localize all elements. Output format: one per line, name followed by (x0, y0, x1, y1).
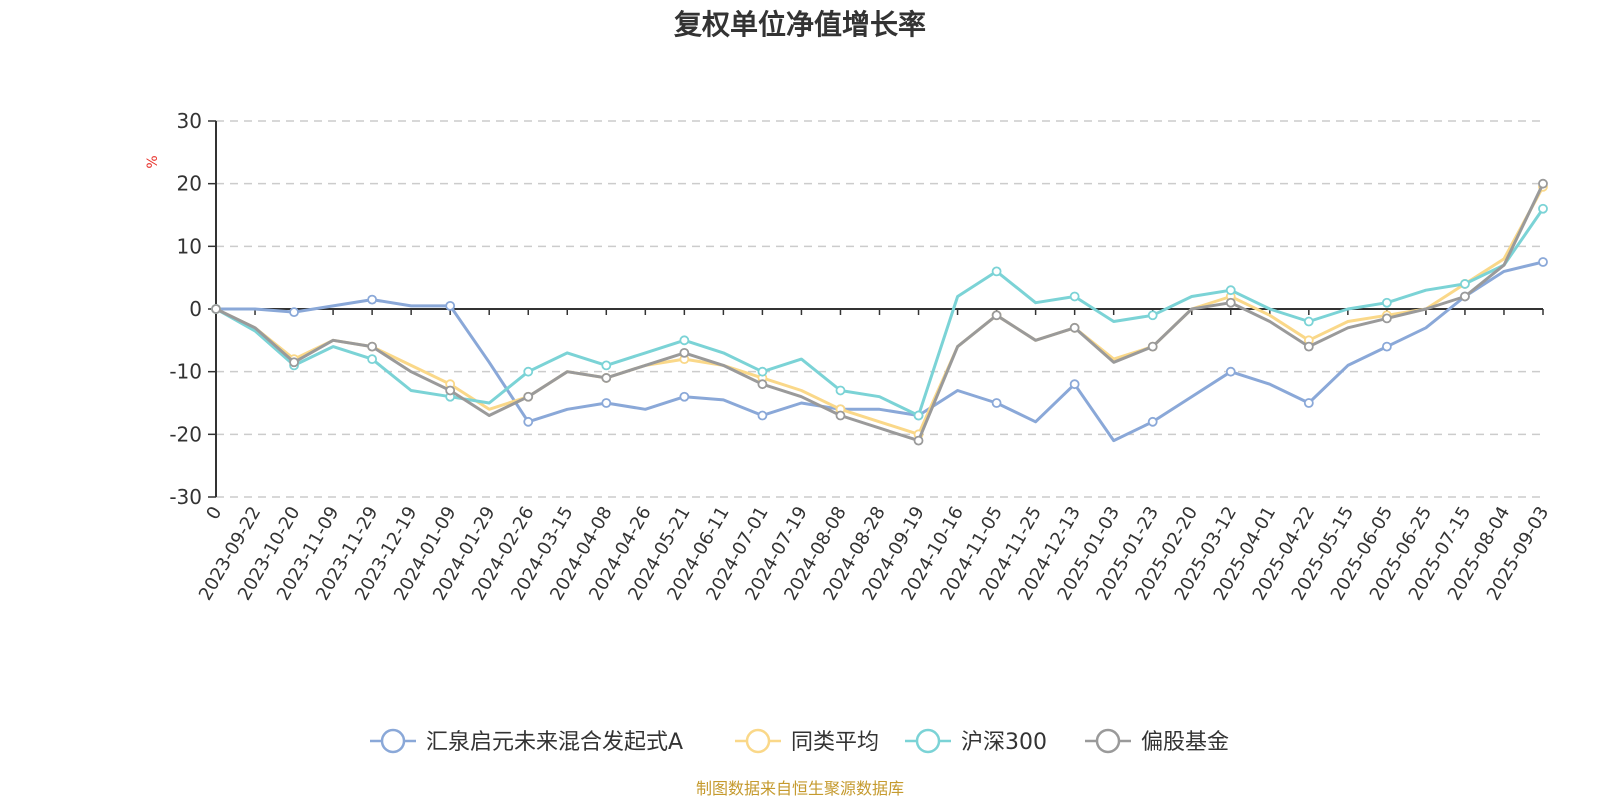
data-point (1147, 310, 1158, 321)
y-tick-label: -30 (169, 485, 202, 509)
series-line (215, 207, 1545, 417)
legend-marker (380, 728, 406, 754)
data-point (1147, 416, 1158, 427)
data-point (913, 410, 924, 421)
data-point (757, 410, 768, 421)
data-point (835, 385, 846, 396)
legend-item[interactable]: 汇泉启元未来混合发起式A (370, 728, 683, 755)
data-point (1147, 341, 1158, 352)
axes (208, 120, 1544, 498)
y-tick-labels: -30 -20 -10 0 10 20 30 (169, 109, 202, 509)
data-point (1303, 398, 1314, 408)
series-line (216, 260, 1544, 443)
data-point (679, 347, 690, 358)
data-point (1538, 203, 1548, 214)
data-point (601, 360, 612, 371)
data-point (445, 385, 456, 396)
data-point (367, 354, 378, 365)
legend-marker (745, 728, 771, 754)
legend-label: 沪深300 (961, 730, 1047, 755)
data-point (1069, 291, 1080, 302)
data-point (679, 391, 690, 402)
data-point (1303, 341, 1314, 352)
data-point (601, 398, 612, 408)
series-2 (211, 203, 1548, 421)
legend-marker (1095, 728, 1121, 754)
y-tick-label: 10 (177, 234, 202, 258)
data-point (289, 357, 299, 368)
data-point (601, 373, 612, 383)
y-tick-label: 20 (177, 172, 202, 196)
data-point (991, 398, 1002, 408)
data-point (757, 366, 768, 377)
legend: 汇泉启元未来混合发起式A 同类平均 沪深300 偏股基金 (370, 728, 1229, 755)
data-point (1069, 322, 1080, 333)
data-point (1069, 379, 1080, 390)
data-point (523, 416, 534, 427)
data-point (1381, 297, 1392, 308)
chart-title: 复权单位净值增长率 (674, 8, 926, 41)
series-lines (211, 178, 1548, 446)
legend-marker (915, 728, 941, 754)
x-tick-labels: 02023-09-222023-10-202023-11-092023-11-2… (195, 503, 1553, 604)
data-point (991, 310, 1002, 321)
data-point (913, 435, 924, 446)
series-line (215, 183, 1545, 443)
data-point (1303, 316, 1314, 327)
y-tick-label: 30 (177, 109, 202, 133)
x-tick-label: 0 (202, 503, 226, 523)
data-point (757, 379, 768, 390)
data-point (1381, 341, 1392, 352)
data-point (1225, 366, 1236, 377)
data-point (289, 307, 299, 318)
data-point (991, 266, 1002, 277)
data-point (1460, 279, 1470, 289)
data-point (835, 410, 846, 421)
data-point (679, 335, 690, 346)
data-point (367, 341, 378, 352)
source-note: 制图数据来自恒生聚源数据库 (696, 779, 904, 798)
data-point (211, 304, 221, 314)
y-axis-unit: % (145, 155, 161, 168)
y-tick-label: -20 (169, 422, 202, 446)
series-line (215, 186, 1545, 436)
data-point (1538, 257, 1548, 267)
legend-item[interactable]: 同类平均 (735, 728, 879, 755)
y-tick-label: 0 (189, 297, 202, 321)
series-0 (211, 257, 1548, 443)
legend-label: 同类平均 (791, 730, 879, 755)
legend-item[interactable]: 沪深300 (905, 728, 1047, 755)
legend-label: 偏股基金 (1141, 730, 1229, 755)
y-tick-label: -10 (169, 360, 202, 384)
data-point (1225, 285, 1236, 296)
legend-label: 汇泉启元未来混合发起式A (426, 730, 683, 755)
data-point (367, 294, 378, 305)
data-point (445, 300, 456, 311)
series-3 (211, 178, 1548, 446)
data-point (523, 366, 534, 377)
data-point (1538, 178, 1548, 189)
legend-item[interactable]: 偏股基金 (1085, 728, 1229, 755)
data-point (1381, 313, 1392, 324)
data-point (1460, 291, 1470, 302)
gridlines (216, 120, 1543, 498)
data-point (523, 391, 534, 402)
data-point (1225, 297, 1236, 308)
